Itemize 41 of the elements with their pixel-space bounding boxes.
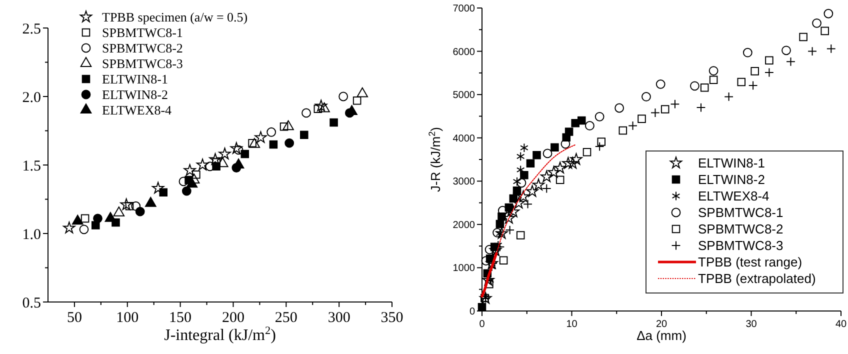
y-tick-label: 3000 bbox=[452, 176, 476, 188]
x-tick-label: 150 bbox=[169, 310, 192, 326]
x-tick-label: 50 bbox=[66, 310, 82, 326]
legend-label: TPBB specimen (a/w = 0.5) bbox=[102, 10, 248, 25]
legend-label: ELTWIN8-1 bbox=[102, 72, 168, 87]
x-tick-label: 10 bbox=[566, 319, 578, 330]
y-tick-label: 2.0 bbox=[22, 90, 41, 106]
y-tick-label: 0.5 bbox=[22, 295, 41, 312]
y-tick-label: 1000 bbox=[452, 263, 476, 274]
y-tick-label: 1.0 bbox=[22, 226, 41, 243]
legend-label: SPBMTWC8-2 bbox=[698, 222, 784, 237]
x-tick-label: 350 bbox=[380, 310, 404, 326]
legend-label: ELTWIN8-1 bbox=[698, 156, 765, 171]
y-tick-label: 2.5 bbox=[22, 21, 41, 38]
legend-label: SPBMTWC8-1 bbox=[102, 25, 183, 40]
legend-label: ELTWIN8-2 bbox=[698, 172, 765, 188]
legend-label: SPBMTWC8-2 bbox=[102, 40, 183, 56]
legend-label: ELTWEX8-4 bbox=[698, 188, 770, 204]
x-tick-label: 0 bbox=[479, 319, 486, 330]
legend-label: SPBMTWC8-3 bbox=[102, 56, 183, 72]
x-tick-label: 40 bbox=[835, 319, 847, 330]
legend-label: SPBMTWC8-1 bbox=[698, 205, 784, 220]
x-tick-label: 200 bbox=[222, 310, 244, 326]
x-axis-title: J-integral (kJ/m$^{2}$) bbox=[164, 325, 276, 344]
x-tick-label: 20 bbox=[656, 319, 668, 330]
x-tick-label: 250 bbox=[274, 310, 298, 326]
y-tick-label: 5000 bbox=[452, 90, 476, 102]
legend-label: TPBB (test range) bbox=[698, 254, 802, 270]
legend-label: SPBMTWC8-3 bbox=[698, 238, 784, 254]
legend-label: ELTWEX8-4 bbox=[102, 102, 172, 118]
y-tick-label: 1.5 bbox=[22, 158, 41, 174]
y-tick-label: 7000 bbox=[452, 4, 476, 14]
x-tick-label: 100 bbox=[116, 310, 139, 326]
legend-label: ELTWIN8-2 bbox=[102, 87, 168, 102]
x-tick-label: 30 bbox=[746, 319, 758, 330]
x-axis-title: Δa (mm) bbox=[636, 328, 686, 343]
x-tick-label: 300 bbox=[328, 310, 350, 326]
y-tick-label: 4000 bbox=[452, 133, 476, 144]
y-tick-label: 2000 bbox=[452, 220, 476, 231]
y-tick-label: 6000 bbox=[452, 46, 476, 58]
legend-label: TPBB (extrapolated) bbox=[698, 271, 816, 286]
